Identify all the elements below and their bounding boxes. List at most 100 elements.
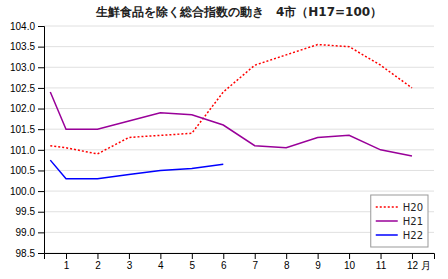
y-tick: 99.5 [16,206,44,217]
y-tick-label: 101.0 [10,145,35,156]
x-tick: 2 [95,253,101,271]
x-tick-label: 3 [127,260,133,271]
x-axis-line [45,254,435,260]
y-tick: 104.0 [10,21,44,32]
y-tick-mark [38,109,44,110]
x-tick-mark [223,253,224,259]
x-tick-label: 7 [252,260,258,271]
grid-line [44,67,434,68]
legend-item: H21 [376,216,423,227]
y-tick-label: 102.0 [10,103,35,114]
y-tick-mark [38,170,44,171]
x-tick-mark [192,253,193,259]
legend-label: H21 [403,216,423,227]
y-tick-mark [38,129,44,130]
y-tick-mark [38,47,44,48]
x-tick-mark [97,253,98,259]
x-tick: 1 [64,253,70,271]
x-tick-label: 5 [190,260,196,271]
y-tick-mark [38,150,44,151]
series-line [50,45,412,154]
x-tick-mark [160,253,161,259]
x-tick-label: 2 [95,260,101,271]
x-tick: 12 [407,253,419,271]
x-tick-label: 10 [344,260,356,271]
y-tick-label: 100.5 [10,165,35,176]
y-tick: 100.5 [10,165,44,176]
y-tick: 101.5 [10,124,44,135]
x-tick-mark [381,253,382,259]
grid-line [44,149,434,150]
y-tick: 103.0 [10,62,44,73]
legend-swatch [376,220,398,222]
grid-line [44,87,434,88]
y-tick-label: 98.5 [16,248,36,259]
y-tick-label: 103.0 [10,62,35,73]
x-tick-mark [66,253,67,259]
y-tick: 102.0 [10,103,44,114]
legend-box [371,195,428,247]
legend: H20 H21 H22 [371,195,428,247]
x-axis: 123456789101112 [45,253,435,271]
chart: 12345678910111298.599.099.5100.0100.5101… [0,0,448,279]
x-tick-mark [286,253,287,259]
y-tick: 101.0 [10,145,44,156]
y-axis: 98.5 99.0 99.5 100.0 100.5 101.0 101.5 102.0 102… [10,21,45,259]
legend-swatch [376,206,398,208]
legend-swatch [376,234,398,236]
x-tick-label: 6 [221,260,227,271]
grid-line [44,170,434,171]
x-tick: 10 [344,253,356,271]
series-line [50,92,412,156]
x-tick: 9 [315,253,321,271]
y-tick: 102.5 [10,83,44,94]
series-line [50,160,223,179]
x-tick-mark [349,253,350,259]
title: 生鮮食品を除く総合指数の動き 4市（H17=100） [95,5,382,19]
x-tick-label: 9 [315,260,321,271]
y-tick-label: 99.0 [16,227,36,238]
legend-label: H22 [403,230,423,241]
legend-label: H20 [403,202,423,213]
grid-line [44,26,434,27]
y-axis-line [38,27,45,254]
y-tick: 99.0 [16,227,44,238]
x-tick: 3 [127,253,133,271]
x-tick: 8 [284,253,290,271]
grid [44,26,434,253]
x-tick-mark [318,253,319,259]
y-tick-mark [38,232,44,233]
legend-item: H20 [376,202,423,213]
x-tick-label: 4 [158,260,164,271]
y-tick: 103.5 [10,41,44,52]
x-tick-mark [412,253,413,259]
x-tick-label: 8 [284,260,290,271]
x-tick-label: 12 [407,260,419,271]
y-tick-label: 100.0 [10,186,35,197]
x-tick-mark [255,253,256,259]
x-tick: 7 [252,253,258,271]
y-tick-mark [38,212,44,213]
y-tick: 98.5 [16,248,44,259]
x-tick-label: 1 [64,260,70,271]
legend-item: H22 [376,230,423,241]
x-tick: 11 [376,253,387,271]
grid-line [44,191,434,192]
y-tick-label: 104.0 [10,21,35,32]
x-tick-label: 11 [376,260,387,271]
grid-line [44,108,434,109]
x-axis-label: 月 [421,260,431,271]
grid-line [44,129,434,130]
grid-line [44,46,434,47]
y-tick-label: 103.5 [10,41,35,52]
y-tick-mark [38,88,44,89]
x-tick: 6 [221,253,227,271]
x-tick: 5 [190,253,196,271]
y-tick-mark [38,67,44,68]
x-tick-mark [129,253,130,259]
y-tick-mark [38,253,44,254]
plot-area [50,45,412,179]
y-tick-mark [38,26,44,27]
x-tick: 4 [158,253,164,271]
y-tick-label: 99.5 [16,206,36,217]
